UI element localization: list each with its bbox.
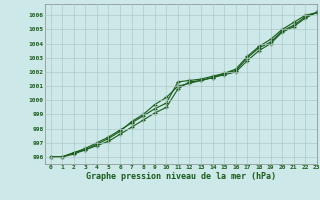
X-axis label: Graphe pression niveau de la mer (hPa): Graphe pression niveau de la mer (hPa) [86,172,276,181]
